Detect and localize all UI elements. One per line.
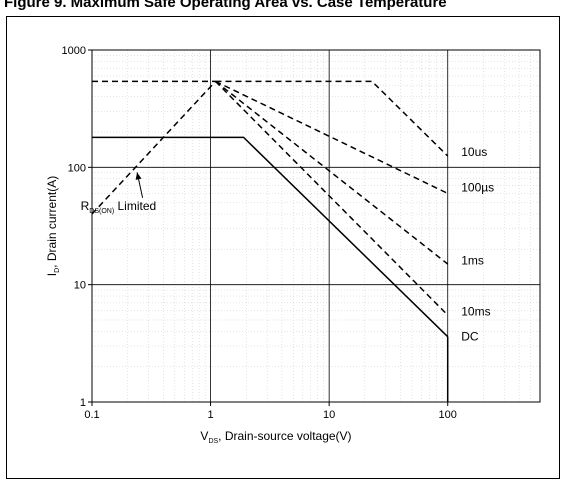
series-label: 1ms xyxy=(461,254,484,268)
y-tick-label: 1000 xyxy=(62,45,86,57)
minor-grid xyxy=(92,50,540,402)
series-line-boundary-6 xyxy=(91,80,217,215)
rds-on-limited-label: RDS(ON) Limited xyxy=(81,199,157,215)
series-label: 100µs xyxy=(461,181,494,195)
labels-layer: 10us 100µs 1ms 10ms DC xyxy=(461,145,494,344)
x-tick-label: 100 xyxy=(439,409,457,421)
series-line-10us xyxy=(215,80,449,157)
x-axis-title-sub: DS xyxy=(208,438,218,445)
series-line-100s xyxy=(215,80,449,195)
y-axis-title-main: I xyxy=(45,273,59,276)
x-tick-label: 1 xyxy=(208,409,214,421)
rds-arrow-head xyxy=(135,172,142,180)
x-tick-label: 10 xyxy=(323,409,335,421)
rds-label-sub: DS(ON) xyxy=(89,208,114,215)
major-grid xyxy=(92,50,540,402)
x-axis-title-rest: , Drain-source voltage(V) xyxy=(218,429,351,443)
series-layer xyxy=(91,80,449,402)
plot-area-border xyxy=(91,49,541,403)
y-tick-label: 10 xyxy=(74,280,86,292)
x-tick-label: 0.1 xyxy=(84,409,99,421)
figure-title-strip: Figure 9. Maximum Safe Operating Area vs… xyxy=(0,0,568,16)
series-label: 10ms xyxy=(461,305,490,319)
series-label: DC xyxy=(461,330,479,344)
chart-frame xyxy=(6,16,560,479)
series-line-1ms xyxy=(215,80,449,265)
y-tick-label: 1 xyxy=(80,397,86,409)
x-axis-title: VDS, Drain-source voltage(V) xyxy=(200,429,351,445)
rds-label-rest: Limited xyxy=(114,199,156,213)
rds-label-main: R xyxy=(81,199,90,213)
y-tick-label: 100 xyxy=(68,162,86,174)
x-axis-title-main: V xyxy=(200,429,208,443)
series-label: 10us xyxy=(461,145,487,159)
y-axis-title: ID, Drain current(A) xyxy=(45,176,61,276)
y-axis-title-rest: , Drain current(A) xyxy=(45,176,59,268)
series-line-10ms xyxy=(214,80,449,316)
series-line-dc xyxy=(92,136,449,338)
y-axis-title-sub: D xyxy=(54,268,61,273)
figure-title: Figure 9. Maximum Safe Operating Area vs… xyxy=(4,0,447,11)
